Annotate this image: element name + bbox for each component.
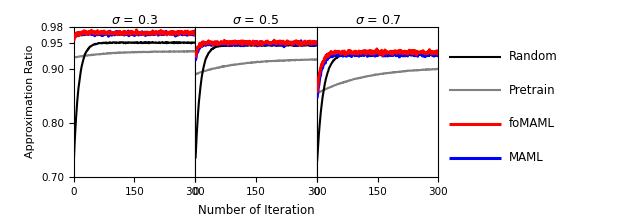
Title: $\sigma$ = 0.3: $\sigma$ = 0.3 <box>111 13 158 27</box>
Text: Random: Random <box>509 50 557 63</box>
Y-axis label: Approximation Ratio: Approximation Ratio <box>25 45 35 158</box>
Title: $\sigma$ = 0.5: $\sigma$ = 0.5 <box>232 13 280 27</box>
Text: Pretrain: Pretrain <box>509 84 556 97</box>
Text: foMAML: foMAML <box>509 117 555 130</box>
Text: Number of Iteration: Number of Iteration <box>198 204 314 217</box>
Text: MAML: MAML <box>509 151 544 164</box>
Title: $\sigma$ = 0.7: $\sigma$ = 0.7 <box>355 13 401 27</box>
